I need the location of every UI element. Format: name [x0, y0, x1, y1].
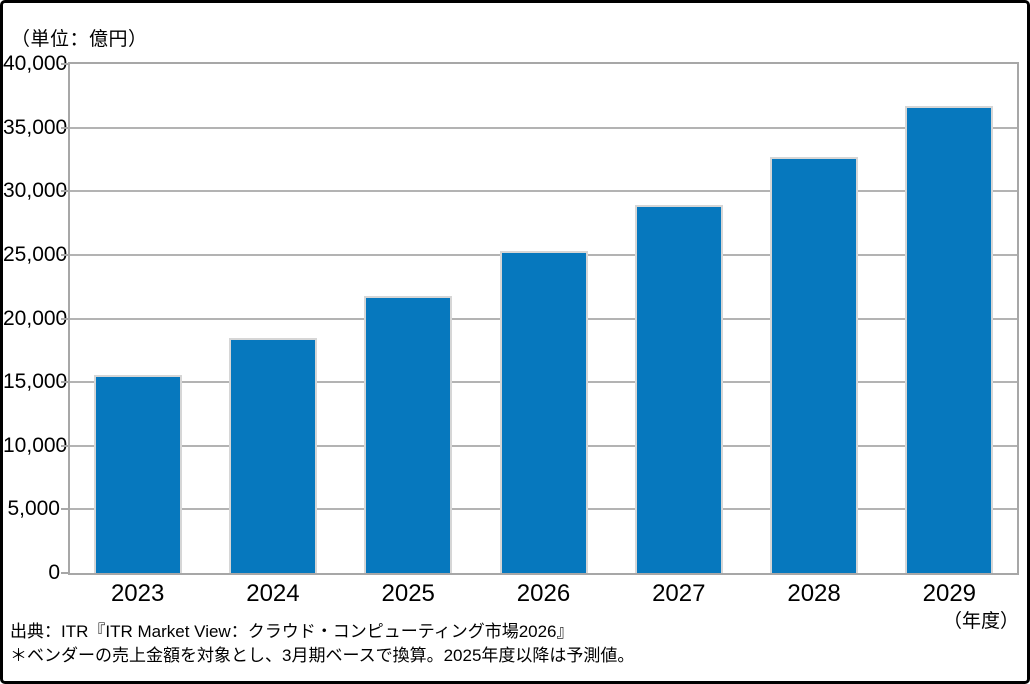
x-axis-unit-label: （年度） [942, 611, 1019, 632]
y-axis-tick-label: 40,000 [3, 52, 68, 75]
bar-2027 [634, 205, 723, 573]
bar-2025 [364, 295, 453, 573]
bar-2023 [93, 374, 182, 573]
source-line-2: ＊ベンダーの売上金額を対象とし、3月期ベースで換算。2025年度以降は予測値。 [10, 646, 635, 665]
y-axis-tick-label: 20,000 [3, 306, 68, 330]
y-axis-tick-label: 0 [48, 561, 60, 584]
y-axis-tick-label: 25,000 [3, 242, 68, 266]
y-axis-tick [61, 381, 69, 384]
x-axis-tick-label: 2025 [381, 580, 435, 607]
y-axis-tick [61, 253, 69, 256]
x-axis-tick-label: 2024 [246, 580, 300, 607]
x-axis-tick-label: 2026 [516, 580, 571, 607]
y-axis-tick-label: 30,000 [3, 179, 68, 203]
x-axis-tick-label: 2023 [110, 580, 165, 607]
y-axis-tick [61, 317, 69, 320]
plot-area [68, 62, 1019, 575]
y-axis-tick-label: 35,000 [3, 115, 68, 139]
y-axis-tick [61, 190, 69, 193]
y-axis-tick [61, 508, 69, 511]
bar-2029 [905, 106, 994, 573]
y-axis-tick [61, 126, 69, 129]
y-axis-tick-label: 5,000 [7, 497, 60, 521]
y-axis-tick-label: 15,000 [3, 370, 68, 394]
y-axis-tick [61, 572, 69, 574]
source-note: 出典：ITR『ITR Market View：クラウド・コンピューティング市場2… [10, 620, 634, 668]
gridline [70, 126, 1017, 129]
y-axis-tick [61, 444, 69, 447]
source-line-1: 出典：ITR『ITR Market View：クラウド・コンピューティング市場2… [10, 622, 574, 641]
bar-2026 [499, 251, 588, 573]
y-axis-tick [61, 63, 69, 65]
y-axis-tick-label: 10,000 [3, 433, 68, 457]
bar-2024 [228, 337, 317, 573]
y-axis-unit-label: （単位：億円） [11, 29, 148, 50]
x-axis-tick-label: 2029 [922, 580, 977, 607]
gridline [70, 190, 1017, 193]
x-axis-tick-label: 2027 [652, 580, 706, 607]
x-axis-tick-label: 2028 [787, 580, 841, 607]
bar-2028 [770, 156, 859, 573]
